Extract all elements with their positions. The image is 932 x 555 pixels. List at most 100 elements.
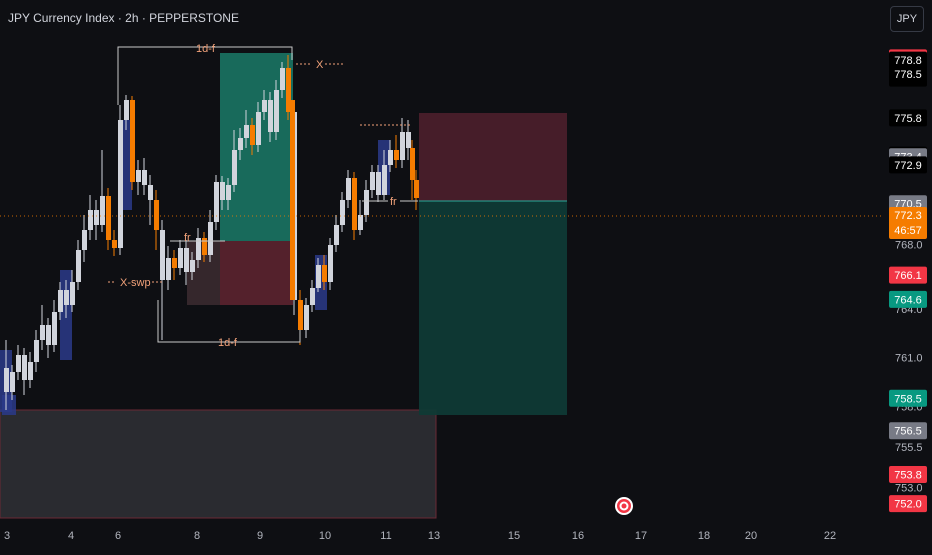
candle	[382, 150, 387, 200]
candle	[22, 348, 27, 395]
y-tick-label: 755.5	[895, 442, 923, 454]
price-tag-bg	[889, 156, 927, 174]
candle	[52, 300, 57, 352]
bearish-zone-red	[220, 241, 293, 305]
price-tag: 778.5	[889, 65, 927, 83]
price-tag-label: 778.5	[894, 69, 922, 81]
alert-dot	[621, 503, 627, 509]
candle	[148, 175, 153, 225]
chart-title: JPY Currency Index · 2h · PEPPERSTONE	[8, 11, 239, 25]
time-axis: 3 4 6 8 9 10 11 13 15 16 17 18 20 22	[0, 522, 886, 550]
x-tick-label: 20	[745, 530, 757, 542]
candle	[400, 118, 405, 168]
candle	[250, 118, 255, 155]
candle-body	[70, 282, 75, 305]
label-1d-f-top: 1d-f	[196, 43, 216, 55]
price-tag: 756.5	[889, 422, 927, 440]
candle	[142, 158, 147, 195]
take-profit-zone	[419, 201, 567, 415]
currency-button[interactable]: JPY	[890, 6, 924, 32]
price-tag: 764.6	[889, 290, 927, 308]
current-price-bg	[889, 207, 927, 239]
candle-body	[196, 238, 201, 260]
candle	[346, 170, 351, 208]
candle-body	[64, 290, 69, 305]
candle-body	[28, 362, 33, 380]
candle-body	[382, 165, 387, 195]
candle	[178, 240, 183, 275]
daily-fractal-high-line	[117, 46, 293, 105]
x-tick-label: 4	[68, 530, 74, 542]
candle	[410, 140, 415, 200]
price-tag-label: 775.8	[894, 113, 922, 125]
price-tag-bg	[889, 109, 927, 127]
price-axis: 768.0764.0761.0758.0755.5753.0779.5779.3…	[886, 0, 932, 550]
candle-body	[394, 150, 399, 160]
price-tag-label: 752.0	[894, 499, 922, 511]
label-fr-right: fr	[390, 196, 397, 208]
x-tick-label: 18	[698, 530, 710, 542]
candle-body	[244, 125, 249, 138]
candle-body	[184, 248, 189, 272]
candle-body	[154, 200, 159, 230]
price-tag-bg	[889, 465, 927, 483]
candle-layer	[4, 55, 419, 410]
y-tick-label: 768.0	[895, 239, 923, 251]
candle	[310, 280, 315, 312]
x-tick-label: 11	[380, 530, 391, 542]
candle	[358, 200, 363, 235]
price-tag-label: 766.1	[894, 270, 922, 282]
candle-body	[130, 100, 135, 182]
price-tag-bg	[889, 389, 927, 407]
x-tick-label: 10	[319, 530, 331, 542]
candle	[214, 175, 219, 230]
candle-body	[94, 210, 99, 225]
candle-body	[256, 112, 261, 145]
candle	[376, 165, 381, 202]
candle	[280, 62, 285, 98]
zone-layer	[0, 53, 567, 519]
candle-body	[208, 222, 213, 255]
candle	[388, 140, 393, 172]
candle-body	[346, 178, 351, 200]
candle-body	[322, 265, 327, 282]
candle	[58, 282, 63, 320]
candle	[16, 345, 21, 380]
candle-body	[166, 258, 171, 280]
time-axis-bg	[0, 522, 886, 550]
candle	[10, 365, 15, 400]
candle	[106, 188, 111, 250]
x-tick-label: 3	[4, 530, 10, 542]
candle-body	[82, 230, 87, 250]
x-tick-label: 8	[194, 530, 200, 542]
candle-body	[52, 312, 57, 345]
current-price-label: 772.3	[894, 210, 922, 222]
candle	[256, 102, 261, 152]
candle-body	[160, 230, 165, 280]
candle-body	[280, 68, 285, 90]
candle-body	[172, 258, 177, 268]
price-tag-bg	[889, 266, 927, 284]
candle-body	[370, 172, 375, 190]
candle	[370, 165, 375, 198]
alert-marker	[615, 497, 633, 515]
candle	[316, 258, 321, 292]
candle-body	[220, 182, 225, 200]
candle	[208, 210, 213, 262]
candle-body	[148, 185, 153, 200]
price-tag: 758.5	[889, 389, 927, 407]
y-tick-label: 753.0	[895, 482, 923, 494]
candle	[154, 190, 159, 250]
candle	[166, 246, 171, 290]
label-1d-f-bottom: 1d-f	[218, 337, 238, 349]
candle	[238, 128, 243, 160]
x-tick-label: 17	[635, 530, 647, 542]
current-price-tag: 772.3 46:57	[889, 207, 927, 239]
candle-body	[410, 148, 415, 180]
candle-body	[406, 132, 411, 148]
candle	[76, 240, 81, 290]
demand-zone-gray	[0, 409, 437, 519]
candle	[94, 200, 99, 240]
